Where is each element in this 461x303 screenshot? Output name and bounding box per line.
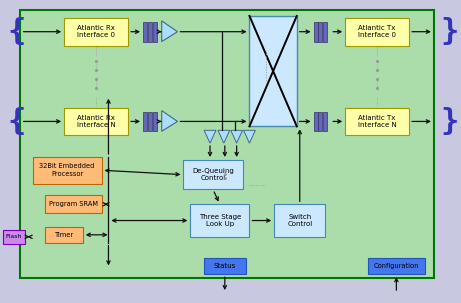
FancyBboxPatch shape (64, 18, 128, 45)
FancyBboxPatch shape (153, 112, 157, 131)
FancyBboxPatch shape (3, 230, 24, 244)
Text: Atlantic Tx
Interface N: Atlantic Tx Interface N (358, 115, 396, 128)
FancyBboxPatch shape (345, 18, 409, 45)
Text: }: } (441, 17, 459, 46)
FancyBboxPatch shape (183, 160, 242, 189)
FancyBboxPatch shape (190, 204, 249, 237)
FancyBboxPatch shape (313, 112, 318, 131)
FancyBboxPatch shape (345, 108, 409, 135)
Text: Atlantic Tx
Interface 0: Atlantic Tx Interface 0 (358, 25, 396, 38)
Text: Program SRAM: Program SRAM (49, 201, 98, 207)
FancyBboxPatch shape (33, 157, 101, 184)
Text: {: { (7, 17, 25, 46)
Text: De-Queuing
Control: De-Queuing Control (192, 168, 234, 181)
FancyBboxPatch shape (64, 108, 128, 135)
Polygon shape (218, 130, 230, 143)
FancyBboxPatch shape (324, 112, 327, 131)
Text: Three Stage
Look Up: Three Stage Look Up (199, 214, 241, 227)
Text: Timer: Timer (54, 232, 74, 238)
FancyBboxPatch shape (319, 22, 322, 42)
FancyBboxPatch shape (45, 227, 83, 243)
Polygon shape (204, 130, 216, 143)
FancyBboxPatch shape (313, 22, 318, 42)
Text: Atlantic Rx
Interface N: Atlantic Rx Interface N (77, 115, 116, 128)
Text: 32Bit Embedded
Processor: 32Bit Embedded Processor (39, 164, 95, 177)
Text: }: } (441, 107, 459, 136)
FancyBboxPatch shape (204, 258, 246, 274)
Polygon shape (243, 130, 255, 143)
FancyBboxPatch shape (143, 22, 147, 42)
FancyBboxPatch shape (45, 195, 101, 213)
FancyBboxPatch shape (274, 204, 325, 237)
Polygon shape (230, 130, 242, 143)
Text: Atlantic Rx
Interface 0: Atlantic Rx Interface 0 (77, 25, 115, 38)
Text: Status: Status (214, 263, 236, 269)
FancyBboxPatch shape (368, 258, 425, 274)
FancyBboxPatch shape (148, 22, 152, 42)
FancyBboxPatch shape (324, 22, 327, 42)
FancyBboxPatch shape (143, 112, 147, 131)
Text: Configuration: Configuration (374, 263, 419, 269)
FancyBboxPatch shape (20, 10, 434, 278)
Polygon shape (162, 21, 177, 42)
FancyBboxPatch shape (148, 112, 152, 131)
Text: Flash: Flash (6, 234, 22, 239)
Text: {: { (7, 107, 25, 136)
Polygon shape (162, 111, 177, 131)
FancyBboxPatch shape (319, 112, 322, 131)
FancyBboxPatch shape (153, 22, 157, 42)
Text: Switch
Control: Switch Control (287, 214, 313, 227)
FancyBboxPatch shape (249, 16, 297, 126)
